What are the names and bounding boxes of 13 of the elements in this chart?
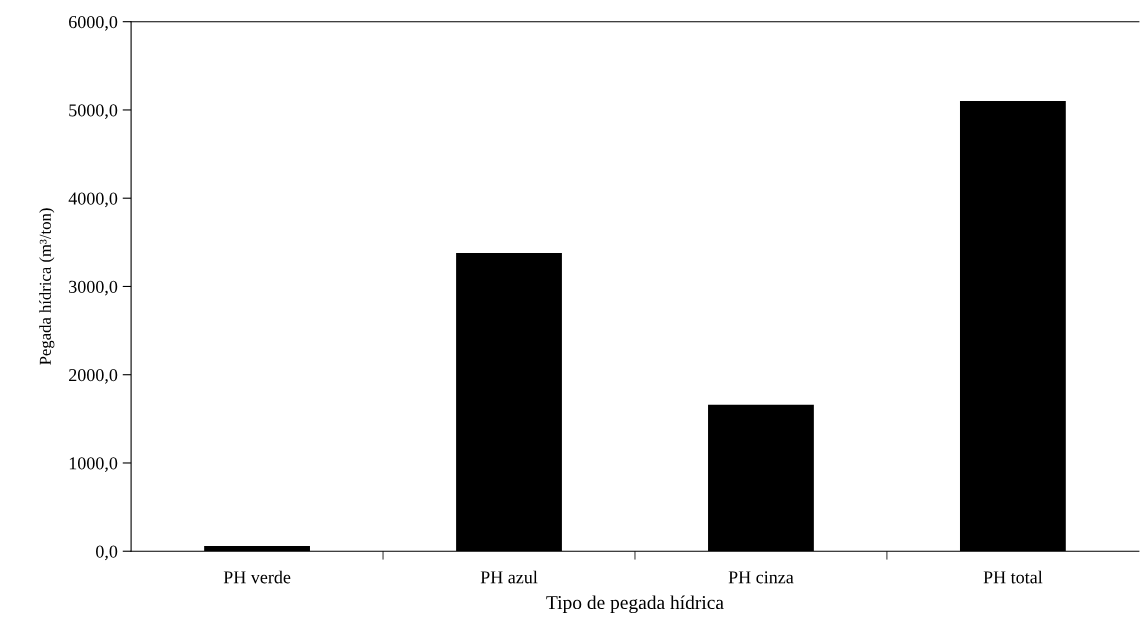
x-axis-title: Tipo de pegada hídrica (546, 595, 724, 614)
y-tick-label: 3000,0 (69, 280, 118, 296)
y-tick-label: 2000,0 (69, 368, 118, 384)
x-tick-label: PH cinza (728, 571, 794, 584)
y-tick-label: 4000,0 (68, 192, 118, 208)
x-tick-label: PH total (983, 570, 1043, 584)
x-tick-label: PH verde (223, 570, 291, 584)
y-tick-label: 6000,0 (69, 15, 118, 31)
y-axis-title: Pegada hídrica (m³/ton) (39, 208, 55, 365)
y-tick-label: 5000,0 (69, 104, 118, 119)
y-tick-label: 1000,0 (69, 457, 118, 473)
y-tick-label: 0,0 (96, 545, 118, 561)
x-tick-label: PH azul (480, 570, 538, 584)
